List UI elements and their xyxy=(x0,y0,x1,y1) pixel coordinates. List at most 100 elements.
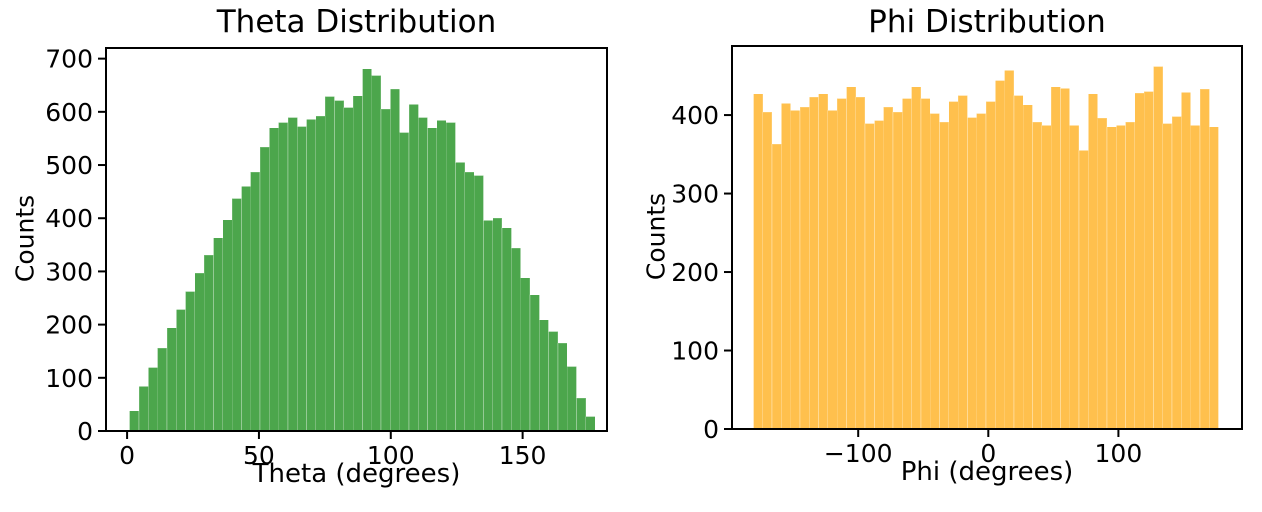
histogram-bar xyxy=(864,123,875,430)
histogram-bar xyxy=(1143,91,1154,430)
histogram-bar xyxy=(417,117,428,432)
y-tick-label: 0 xyxy=(703,415,719,444)
x-tick-label: 0 xyxy=(119,441,135,470)
histogram-bar xyxy=(855,96,866,430)
histogram-bar xyxy=(1069,124,1080,430)
histogram-bar xyxy=(473,175,484,432)
histogram-bar xyxy=(846,86,857,430)
histogram-bar xyxy=(1087,93,1098,430)
theta-chart-title: Theta Distribution xyxy=(216,4,497,40)
histogram-bar xyxy=(436,119,447,432)
y-tick-label: 300 xyxy=(671,180,719,209)
y-tick-label: 0 xyxy=(77,417,93,446)
histogram-bar xyxy=(566,366,577,432)
histogram-bar xyxy=(585,416,596,432)
histogram-bar xyxy=(874,120,885,430)
histogram-bar xyxy=(1106,126,1117,430)
theta-xaxis-label: Theta (degrees) xyxy=(252,459,461,489)
histogram-bar xyxy=(883,106,894,430)
histogram-bar xyxy=(343,107,354,432)
histogram-bar xyxy=(203,254,214,432)
histogram-bar xyxy=(390,88,401,432)
histogram-bar xyxy=(548,331,559,432)
histogram-bar xyxy=(808,96,819,430)
histogram-bar xyxy=(1115,124,1126,430)
histogram-bar xyxy=(380,108,391,432)
histogram-bar xyxy=(920,98,931,430)
phi-yaxis-label: Counts xyxy=(641,192,671,281)
histogram-bar xyxy=(762,111,773,430)
histogram-bar xyxy=(1125,121,1136,430)
histogram-bar xyxy=(939,121,950,430)
histogram-bar xyxy=(455,162,466,432)
histogram-bar xyxy=(538,319,549,432)
histogram-bar xyxy=(1162,123,1173,430)
histogram-bar xyxy=(1013,95,1024,430)
y-tick-label: 400 xyxy=(671,101,719,130)
histogram-bar xyxy=(241,185,252,432)
y-tick-label: 400 xyxy=(45,204,93,233)
histogram-bar xyxy=(771,143,782,430)
histogram-bar xyxy=(287,117,298,432)
histogram-bar xyxy=(483,220,494,432)
axes-spines xyxy=(731,45,1243,430)
histogram-bar xyxy=(957,95,968,430)
histogram-bar xyxy=(1199,88,1210,430)
histogram-bar xyxy=(269,127,280,432)
histogram-bar xyxy=(1041,124,1052,430)
y-tick-label: 300 xyxy=(45,257,93,286)
histogram-bar xyxy=(1004,69,1015,430)
y-tick-label: 200 xyxy=(671,258,719,287)
x-tick-label: 100 xyxy=(367,441,415,470)
x-tick-label: −100 xyxy=(824,439,893,468)
histogram-bar xyxy=(185,291,196,432)
phi-histogram-plot: −100 0 100 0 100 200 300 400 xyxy=(671,45,1243,468)
histogram-bar xyxy=(324,96,335,432)
histogram-bar xyxy=(911,86,922,430)
histogram-bar xyxy=(1097,117,1108,430)
histogram-bar xyxy=(1190,124,1201,430)
histogram-bar xyxy=(901,98,912,430)
x-tick-label: 50 xyxy=(243,441,275,470)
histogram-bar xyxy=(753,93,764,430)
histogram-bar xyxy=(222,219,233,432)
histogram-bar xyxy=(1208,126,1219,430)
histogram-bar xyxy=(1171,116,1182,430)
histogram-bar xyxy=(501,227,512,432)
y-tick-label: 700 xyxy=(45,45,93,74)
y-tick-label: 500 xyxy=(45,151,93,180)
histogram-bar xyxy=(1022,104,1033,430)
theta-yaxis-label: Counts xyxy=(10,194,40,283)
histogram-bar xyxy=(1050,86,1061,430)
histogram-bar xyxy=(892,111,903,430)
histogram-bars xyxy=(753,66,1219,430)
x-tick-label: 0 xyxy=(980,439,996,468)
histogram-bar xyxy=(520,277,531,432)
histogram-bar xyxy=(511,247,522,432)
histogram-bar xyxy=(994,80,1005,430)
histogram-bar xyxy=(948,101,959,430)
histogram-bar xyxy=(781,102,792,430)
histogram-bar xyxy=(399,132,410,432)
histogram-bar xyxy=(231,198,242,432)
y-tick-label: 100 xyxy=(671,337,719,366)
histogram-bar xyxy=(929,113,940,430)
histogram-bar xyxy=(1060,88,1071,430)
histogram-bar xyxy=(445,122,456,432)
histogram-bar xyxy=(576,397,587,432)
histogram-bar xyxy=(157,347,168,432)
histogram-bar xyxy=(315,115,326,432)
phi-xaxis-label: Phi (degrees) xyxy=(900,457,1074,487)
histogram-bar xyxy=(818,93,829,430)
histogram-bar xyxy=(1134,92,1145,430)
histogram-bar xyxy=(427,127,438,432)
histogram-bar xyxy=(976,113,987,430)
histogram-bar xyxy=(306,118,317,432)
y-tick-label: 200 xyxy=(45,311,93,340)
histogram-bar xyxy=(1078,150,1089,430)
histogram-bar xyxy=(557,342,568,432)
histogram-bar xyxy=(362,68,373,432)
histogram-bar xyxy=(827,110,838,430)
histogram-bar xyxy=(1181,91,1192,430)
histogram-bar xyxy=(836,98,847,430)
